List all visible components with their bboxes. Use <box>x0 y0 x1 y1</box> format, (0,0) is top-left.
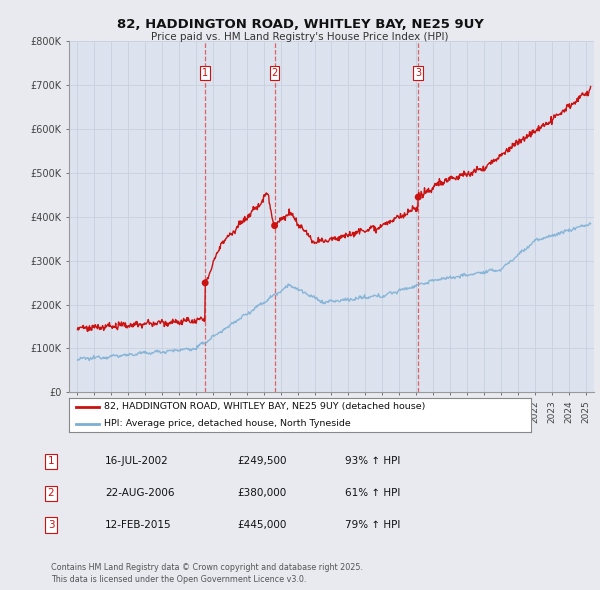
Text: £380,000: £380,000 <box>237 489 286 498</box>
Text: 2: 2 <box>47 489 55 498</box>
Text: £445,000: £445,000 <box>237 520 286 530</box>
Text: 82, HADDINGTON ROAD, WHITLEY BAY, NE25 9UY (detached house): 82, HADDINGTON ROAD, WHITLEY BAY, NE25 9… <box>104 402 425 411</box>
Text: 1: 1 <box>47 457 55 466</box>
Text: 1: 1 <box>202 68 208 78</box>
Text: HPI: Average price, detached house, North Tyneside: HPI: Average price, detached house, Nort… <box>104 419 350 428</box>
Text: 16-JUL-2002: 16-JUL-2002 <box>105 457 169 466</box>
Point <box>200 278 210 287</box>
Text: 22-AUG-2006: 22-AUG-2006 <box>105 489 175 498</box>
Text: 12-FEB-2015: 12-FEB-2015 <box>105 520 172 530</box>
Point <box>270 221 280 230</box>
Text: 3: 3 <box>415 68 421 78</box>
Text: 79% ↑ HPI: 79% ↑ HPI <box>345 520 400 530</box>
Text: 82, HADDINGTON ROAD, WHITLEY BAY, NE25 9UY: 82, HADDINGTON ROAD, WHITLEY BAY, NE25 9… <box>116 18 484 31</box>
Point <box>413 192 423 202</box>
Text: £249,500: £249,500 <box>237 457 287 466</box>
Text: Price paid vs. HM Land Registry's House Price Index (HPI): Price paid vs. HM Land Registry's House … <box>151 32 449 41</box>
Text: 3: 3 <box>47 520 55 530</box>
Text: 2: 2 <box>271 68 278 78</box>
Text: 93% ↑ HPI: 93% ↑ HPI <box>345 457 400 466</box>
Text: Contains HM Land Registry data © Crown copyright and database right 2025.
This d: Contains HM Land Registry data © Crown c… <box>51 563 363 584</box>
Text: 61% ↑ HPI: 61% ↑ HPI <box>345 489 400 498</box>
